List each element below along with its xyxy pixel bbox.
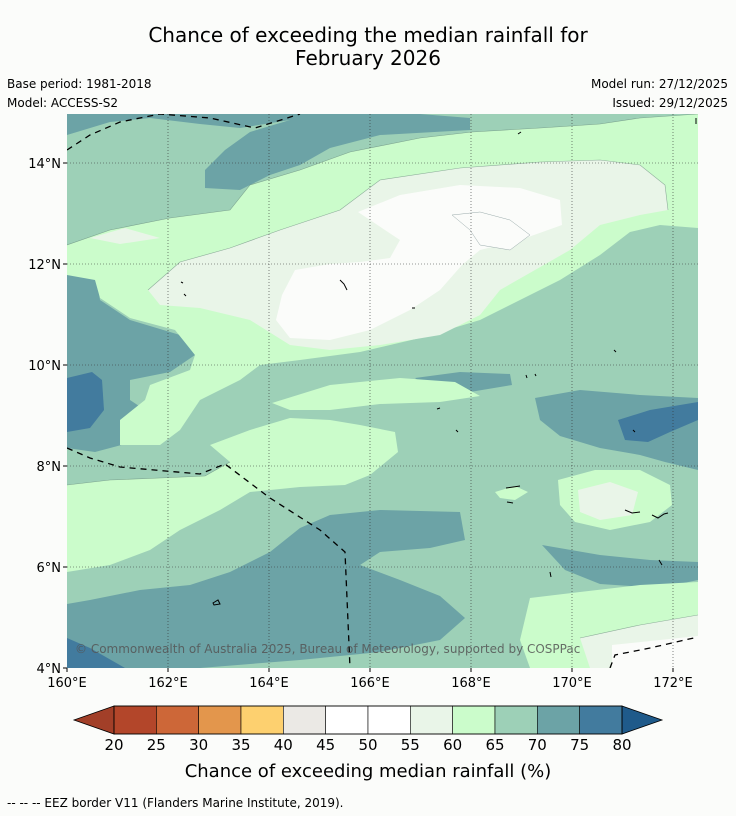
band-75-region [542, 545, 698, 588]
colorbar-tick-label: 30 [189, 736, 209, 754]
y-tick-label: 12°N [28, 258, 61, 273]
band-55-region [451, 211, 531, 251]
contour-lines [67, 114, 698, 639]
colorbar-tick-label: 70 [527, 736, 547, 754]
colorbar-tick-label: 55 [400, 736, 420, 754]
colorbar-tick-label: 45 [316, 736, 336, 754]
meta-left: Base period: 1981-2018 Model: ACCESS-S2 [7, 75, 152, 113]
band-60-region [578, 482, 638, 520]
issued-label: Issued: 29/12/2025 [612, 96, 728, 110]
colorbar-frame [113, 705, 623, 735]
colorbar-tick-label: 80 [612, 736, 632, 754]
colorbar-cell [367, 705, 411, 735]
band-80-region [67, 638, 125, 668]
map-title-line-1: Chance of exceeding the median rainfall … [148, 23, 588, 47]
colorbar-cell [410, 705, 453, 735]
y-tick-label: 14°N [28, 157, 61, 172]
x-tick-label: 160°E [47, 676, 87, 691]
colorbar-tick-label: 20 [104, 736, 124, 754]
y-tick-label: 8°N [37, 460, 62, 475]
y-tick-label: 4°N [37, 662, 62, 677]
map-field [67, 114, 698, 668]
eez-footnote: -- -- -- EEZ border V11 (Flanders Marine… [7, 796, 344, 810]
colorbar [72, 705, 664, 735]
base-period-label: Base period: 1981-2018 [7, 77, 152, 91]
x-tick-label: 170°E [552, 676, 592, 691]
colorbar-tick-label: 50 [358, 736, 378, 754]
band-65-region [272, 378, 480, 410]
x-tick-label: 172°E [653, 676, 693, 691]
colorbar-tick-label: 65 [485, 736, 505, 754]
colorbar-cell [198, 705, 242, 735]
axis-ticks [63, 162, 674, 672]
band-65-region [67, 418, 398, 572]
colorbar-cell [240, 705, 284, 735]
meta-right: Model run: 27/12/2025 Issued: 29/12/2025 [591, 75, 728, 113]
colorbar-cell [283, 705, 326, 735]
colorbar-under-arrow [72, 705, 115, 735]
eez-border [67, 114, 698, 668]
colorbar-tick-label: 60 [443, 736, 463, 754]
band-80-region [67, 372, 104, 432]
colorbar-cell [156, 705, 199, 735]
colorbar-cell [537, 705, 580, 735]
colorbar-tick-label: 75 [570, 736, 590, 754]
x-tick-label: 164°E [249, 676, 289, 691]
colorbar-cell [452, 705, 496, 735]
colorbar-over-arrow [621, 705, 664, 735]
band-60-region [90, 228, 160, 244]
colorbar-title: Chance of exceeding median rainfall (%) [184, 761, 552, 782]
colorbar-cell [113, 705, 157, 735]
x-tick-label: 162°E [148, 676, 188, 691]
x-tick-label: 166°E [350, 676, 390, 691]
y-tick-label: 10°N [28, 359, 61, 374]
colorbar-cell [325, 705, 369, 735]
islands [180, 118, 697, 606]
colorbar-cell [579, 705, 623, 735]
map-title-line-2: February 2026 [295, 46, 441, 70]
band-75-region [67, 510, 465, 668]
x-tick-label: 168°E [451, 676, 491, 691]
colorbar-tick-label: 35 [231, 736, 251, 754]
colorbar-tick-label: 40 [273, 736, 293, 754]
y-tick-label: 6°N [37, 561, 62, 576]
copyright-notice: © Commonwealth of Australia 2025, Bureau… [75, 642, 580, 656]
band-80-region [618, 402, 698, 442]
band-75-region [67, 114, 470, 190]
band-65-region [495, 486, 528, 500]
graticule [67, 114, 698, 668]
colorbar-cell [494, 705, 538, 735]
colorbar-tick-label: 25 [146, 736, 166, 754]
band-55-region [612, 636, 698, 668]
model-run-label: Model run: 27/12/2025 [590, 77, 728, 91]
model-label: Model: ACCESS-S2 [7, 96, 119, 110]
